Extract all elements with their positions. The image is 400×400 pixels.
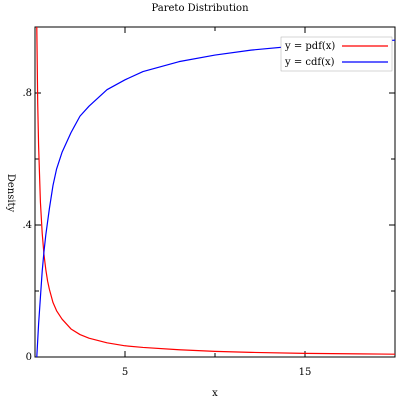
y-axis-label: Density <box>5 174 16 213</box>
plot-frame <box>34 26 396 358</box>
series-cdf-line <box>36 39 396 358</box>
x-axis-label: x <box>212 388 218 399</box>
y-tick-label: 0 <box>26 352 32 363</box>
x-axis: 5 15 <box>122 27 312 378</box>
chart-title: Pareto Distribution <box>151 3 249 14</box>
y-tick-label: .8 <box>22 88 32 99</box>
series-pdf-line <box>36 26 396 355</box>
legend-box <box>280 36 393 72</box>
legend-label-cdf: y = cdf(x) <box>284 57 335 68</box>
y-tick-label: .4 <box>22 220 32 231</box>
plot-area <box>34 26 396 358</box>
legend: y = pdf(x) y = cdf(x) <box>280 36 393 72</box>
series-layer <box>36 26 396 358</box>
x-tick-label: 15 <box>299 367 312 378</box>
x-tick-label: 5 <box>122 367 128 378</box>
legend-label-pdf: y = pdf(x) <box>284 41 335 52</box>
y-axis: 0 .4 .8 <box>22 88 395 363</box>
